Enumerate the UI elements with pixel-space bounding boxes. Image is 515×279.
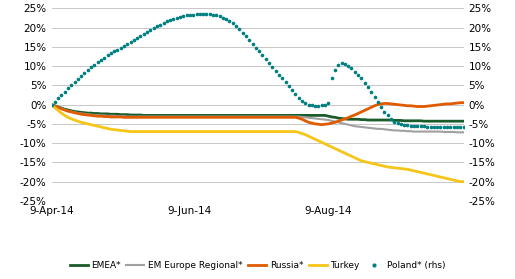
Legend: EMEA*, EM Europe Regional*, Russia*, Turkey, Poland* (rhs): EMEA*, EM Europe Regional*, Russia*, Tur… xyxy=(66,257,449,273)
